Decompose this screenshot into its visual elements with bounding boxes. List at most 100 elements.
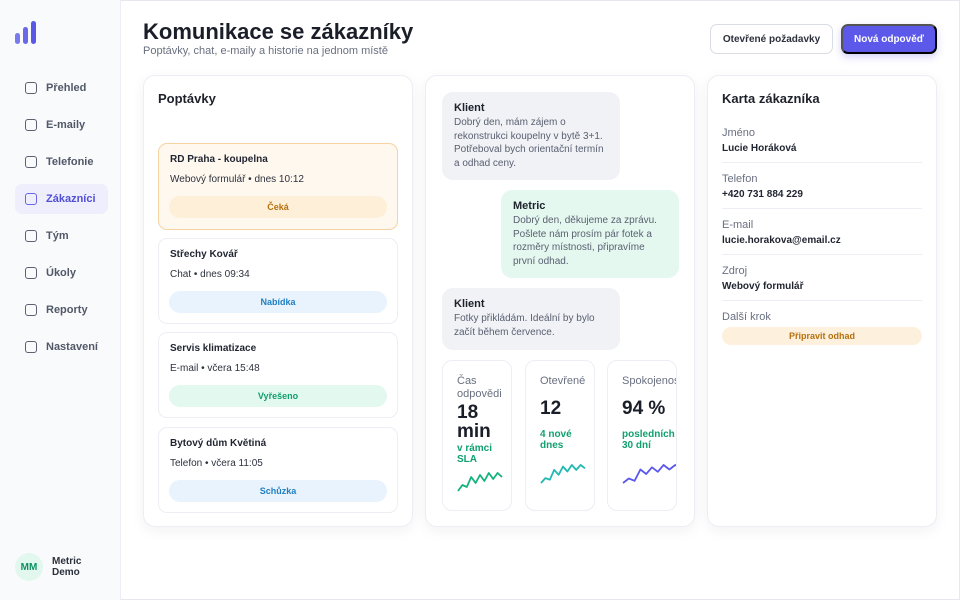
customer-card-title: Karta zákazníka (722, 91, 820, 106)
sparkline-path (457, 472, 503, 492)
new-reply-button[interactable]: Nová odpověď (841, 24, 937, 54)
sidebar-item-label: Úkoly (46, 267, 76, 279)
inquiry-item[interactable]: Střechy Kovář Chat • dnes 09:34 Nabídka (158, 238, 398, 324)
square-icon (25, 267, 37, 279)
app-logo-icon (15, 20, 37, 44)
square-icon (25, 119, 37, 131)
divider (722, 208, 922, 209)
sparkline (457, 472, 503, 492)
sidebar-item-reporty[interactable]: Reporty (15, 295, 108, 325)
inquiries-panel: Poptávky RD Praha - koupelna Webový form… (143, 75, 413, 527)
kpi-card-response-time: Čas odpovědi 18 min v rámci SLA (442, 360, 512, 511)
sidebar: Přehled E-maily Telefonie Zákazníci Tým … (0, 0, 121, 600)
customer-field-name: Jméno Lucie Horáková (722, 127, 922, 154)
kpi-value: 18 min (457, 402, 491, 442)
page-title: Komunikace se zákazníky (143, 19, 414, 44)
square-icon (25, 82, 37, 94)
open-requests-button[interactable]: Otevřené požadavky (710, 24, 833, 54)
inquiry-item[interactable]: Bytový dům Květiná Telefon • včera 11:05… (158, 427, 398, 513)
inquiry-name: Bytový dům Květiná (170, 438, 267, 449)
sidebar-item-label: Zákazníci (46, 193, 96, 205)
sidebar-item-telefonie[interactable]: Telefonie (15, 147, 108, 177)
sidebar-nav: Přehled E-maily Telefonie Zákazníci Tým … (15, 73, 108, 369)
chat-panel: Klient Dobrý den, mám zájem o rekonstruk… (425, 75, 695, 527)
kpi-label: Čas odpovědi (457, 375, 502, 400)
kpi-note: 4 nové dnes (540, 429, 572, 451)
customer-field-source: Zdroj Webový formulář (722, 265, 922, 292)
inquiry-name: Střechy Kovář (170, 249, 238, 260)
sparkline-path (622, 464, 676, 484)
message-author: Klient (454, 102, 485, 114)
divider (722, 254, 922, 255)
sparkline-path (540, 464, 586, 484)
field-value: Lucie Horáková (722, 143, 797, 154)
status-badge: Nabídka (169, 291, 387, 313)
avatar: MM (15, 553, 43, 581)
square-icon (25, 341, 37, 353)
page-subtitle: Poptávky, chat, e-maily a historie na je… (143, 45, 388, 57)
message-text: Dobrý den, děkujeme za zprávu. Pošlete n… (513, 215, 657, 267)
inquiry-meta: Telefon • včera 11:05 (170, 458, 263, 469)
kpi-note: v rámci SLA (457, 443, 493, 465)
kpi-note: posledních 30 dní (622, 429, 675, 451)
sidebar-item-label: E-maily (46, 119, 86, 131)
sidebar-item-label: Telefonie (46, 156, 94, 168)
field-label: Telefon (722, 173, 758, 185)
inquiry-meta: E-mail • včera 15:48 (170, 363, 260, 374)
status-badge: Čeká (169, 196, 387, 218)
field-value: +420 731 884 229 (722, 189, 803, 200)
sidebar-item-emaily[interactable]: E-maily (15, 110, 108, 140)
message-text: Dobrý den, mám zájem o rekonstrukci koup… (454, 117, 604, 169)
inquiry-item[interactable]: Servis klimatizace E-mail • včera 15:48 … (158, 332, 398, 418)
inquiry-item[interactable]: RD Praha - koupelna Webový formulář • dn… (158, 143, 398, 230)
chat-message-client: Klient Dobrý den, mám zájem o rekonstruk… (442, 92, 620, 180)
chat-message-agent: Metric Dobrý den, děkujeme za zprávu. Po… (501, 190, 679, 278)
field-label: E-mail (722, 219, 754, 231)
message-author: Metric (513, 200, 546, 212)
kpi-card-satisfaction: Spokojenost 94 % posledních 30 dní (607, 360, 677, 511)
field-label: Další krok (722, 311, 771, 323)
inquiry-name: Servis klimatizace (170, 343, 257, 354)
sidebar-item-label: Přehled (46, 82, 87, 94)
sidebar-item-ukoly[interactable]: Úkoly (15, 258, 108, 288)
field-label: Jméno (722, 127, 756, 139)
kpi-card-open: Otevřené 12 4 nové dnes (525, 360, 595, 511)
sidebar-item-nastaveni[interactable]: Nastavení (15, 332, 108, 362)
sidebar-item-zakaznici[interactable]: Zákazníci (15, 184, 108, 214)
kpi-value: 94 % (622, 398, 666, 419)
next-step-badge[interactable]: Připravit odhad (722, 327, 922, 345)
sidebar-item-label: Nastavení (46, 341, 98, 353)
user-profile[interactable]: MM Metric Demo (15, 553, 97, 581)
chat-message-client: Klient Fotky přikládám. Ideální by bylo … (442, 288, 620, 350)
sidebar-item-label: Tým (46, 230, 69, 242)
kpi-label: Spokojenost (622, 375, 677, 387)
divider (722, 300, 922, 301)
field-value: lucie.horakova@email.cz (722, 235, 841, 246)
sidebar-item-prehled[interactable]: Přehled (15, 73, 108, 103)
customer-field-email: E-mail lucie.horakova@email.cz (722, 219, 922, 246)
message-text: Fotky přikládám. Ideální by bylo začít b… (454, 313, 595, 338)
inquiry-name: RD Praha - koupelna (170, 154, 268, 165)
square-icon (25, 156, 37, 168)
user-name: Metric Demo (52, 556, 82, 578)
inquiry-meta: Chat • dnes 09:34 (170, 269, 250, 280)
customer-card-panel: Karta zákazníka Jméno Lucie Horáková Tel… (707, 75, 937, 527)
sidebar-item-label: Reporty (46, 304, 88, 316)
sparkline (540, 464, 586, 484)
customer-field-next-step: Další krok (722, 311, 922, 323)
message-author: Klient (454, 298, 485, 310)
kpi-value: 12 (540, 398, 562, 419)
square-icon (25, 230, 37, 242)
inquiries-title: Poptávky (158, 91, 216, 106)
inquiry-meta: Webový formulář • dnes 10:12 (170, 174, 304, 185)
divider (722, 162, 922, 163)
sidebar-item-tym[interactable]: Tým (15, 221, 108, 251)
customer-field-phone: Telefon +420 731 884 229 (722, 173, 922, 200)
square-icon (25, 304, 37, 316)
field-label: Zdroj (722, 265, 748, 277)
square-icon (25, 193, 37, 205)
status-badge: Schůzka (169, 480, 387, 502)
status-badge: Vyřešeno (169, 385, 387, 407)
kpi-label: Otevřené (540, 375, 586, 387)
sparkline (622, 464, 676, 484)
